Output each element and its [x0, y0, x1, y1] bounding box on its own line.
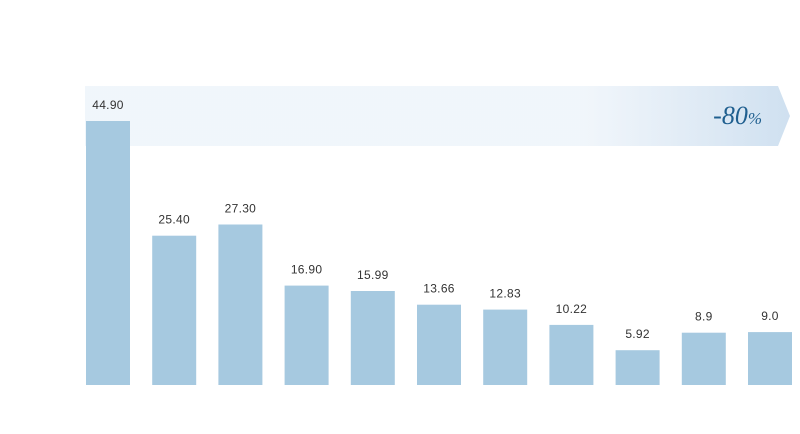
bar-10 — [681, 332, 726, 385]
bar-3 — [218, 224, 263, 385]
bar-6 — [417, 304, 461, 385]
bar-1 — [86, 121, 130, 385]
bar-value-label-6: 13.66 — [423, 282, 455, 296]
bar-2 — [152, 235, 197, 385]
bar-value-label-11: 9.0 — [761, 309, 779, 323]
reduction-label: -80% — [713, 101, 762, 130]
bar-8 — [549, 324, 594, 385]
bar-value-label-9: 5.92 — [625, 327, 650, 341]
bar-5 — [350, 291, 395, 385]
reduction-arrow-band — [85, 86, 790, 146]
reduction-value: -80 — [713, 101, 748, 130]
bar-value-label-10: 8.9 — [695, 310, 713, 324]
bar-value-label-2: 25.40 — [158, 213, 190, 227]
bar-9 — [615, 350, 660, 385]
bar-value-label-3: 27.30 — [225, 202, 257, 216]
bar-7 — [483, 309, 528, 385]
reduction-unit: % — [748, 109, 762, 128]
bar-value-label-1: 44.90 — [92, 98, 124, 112]
bar-value-label-5: 15.99 — [357, 268, 389, 282]
bar-11 — [748, 332, 792, 385]
bar-value-label-8: 10.22 — [556, 302, 588, 316]
bar-value-label-4: 16.90 — [291, 263, 323, 277]
bar-group: 44.90 25.40 27.30 16.90 15.99 13.66 12.83 10.22… — [86, 98, 792, 385]
bar-value-label-7: 12.83 — [489, 287, 521, 301]
bar-4 — [284, 285, 329, 385]
